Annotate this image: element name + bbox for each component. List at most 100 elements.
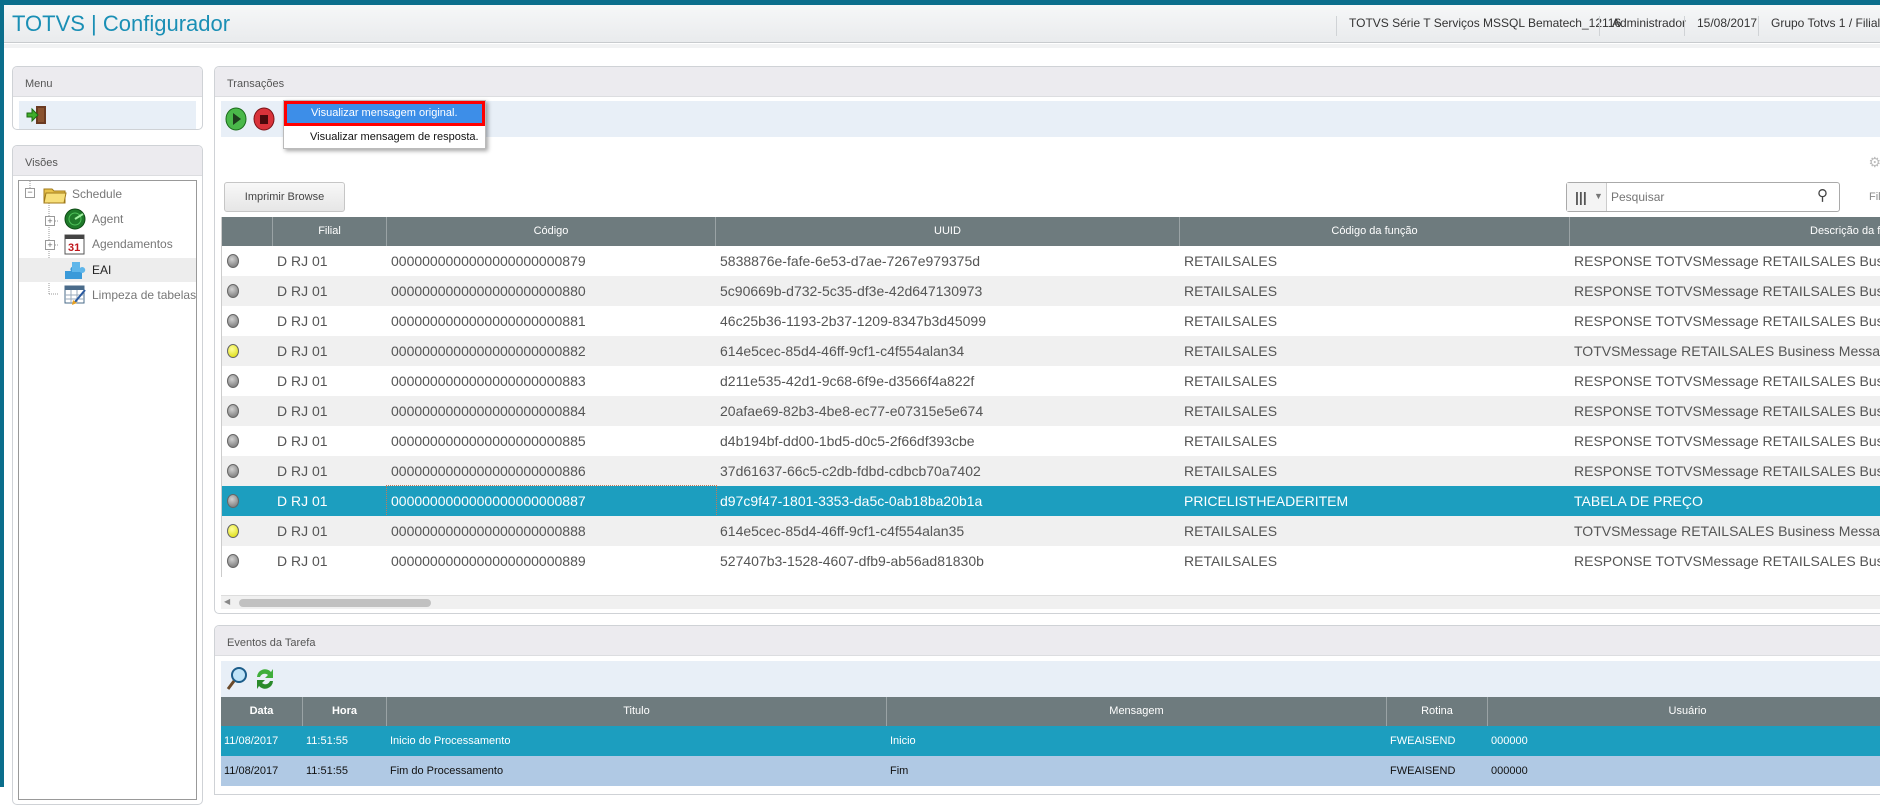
puzzle-icon [65,262,86,279]
transactions-toolbar [221,101,1880,137]
status-yellow-icon [227,344,239,358]
table-row[interactable]: D RJ 01 0000000000000000000000880 5c90669b… [222,276,1880,306]
exit-door-icon[interactable] [25,104,49,126]
cell-rotina: FWEAISEND [1390,765,1456,777]
events-grid: Data Hora Titulo Mensagem Rotina Usuário 11/08… [221,697,1880,794]
cell-filial: D RJ 01 [277,373,328,389]
cell-uuid: d4b194bf-dd00-1bd5-d0c5-2f66df393cbe [720,433,975,449]
column-header[interactable]: Rotina [1387,697,1488,726]
cell-data: 11/08/2017 [224,735,279,747]
column-header[interactable]: Descrição da função [1570,217,1880,246]
cell-descricao: RESPONSE TOTVSMessage RETAILSALES Busine… [1574,283,1880,299]
tree-item-label: EAI [92,263,112,277]
table-row[interactable]: D RJ 01 0000000000000000000000879 5838876e… [222,246,1880,276]
stop-icon [253,107,275,131]
scroll-left-icon[interactable]: ◀ [224,597,231,606]
table-row[interactable]: D RJ 01 0000000000000000000000883 d211e535… [222,366,1880,396]
tree-selection [19,258,196,282]
cell-usuario: 000000 [1491,765,1528,777]
cell-filial: D RJ 01 [277,433,328,449]
collapse-icon[interactable]: − [25,188,35,198]
event-row[interactable]: 11/08/2017 11:51:55 Inicio do Processament… [221,726,1880,756]
play-button[interactable] [224,107,248,131]
cell-descricao: TABELA DE PREÇO [1574,493,1703,509]
menu-item-view-original[interactable]: Visualizar mensagem original. [284,101,485,126]
status-gray-icon [227,404,239,418]
expand-icon[interactable]: + [45,240,55,250]
status-gray-icon [227,284,239,298]
events-toolbar [221,661,1880,697]
scrollbar-thumb[interactable] [239,599,431,607]
cell-hora: 11:51:55 [306,735,349,747]
cell-funcao: PRICELISTHEADERITEM [1184,493,1349,509]
cell-funcao: RETAILSALES [1184,343,1278,359]
column-selector-button[interactable]: ||| ▼ [1567,183,1607,211]
zoom-button[interactable] [225,666,249,692]
columns-icon: ||| [1575,189,1587,205]
events-title: Eventos da Tarefa [215,626,1880,656]
event-row[interactable]: 11/08/2017 11:51:55 Fim do Processamento Fi… [221,756,1880,786]
events-grid-header: Data Hora Titulo Mensagem Rotina Usuário [221,697,1880,726]
cell-uuid: 614e5cec-85d4-46ff-9cf1-c4f554alan34 [720,343,965,359]
status-yellow-icon [227,524,239,538]
svg-text:31: 31 [68,242,80,254]
cell-uuid: 527407b3-1528-4607-dfb9-ab56ad81830b [720,553,984,569]
status-gray-icon [227,554,239,568]
cell-uuid: 20afae69-82b3-4be8-ec77-e07315e5e674 [720,403,984,419]
cell-uuid: 614e5cec-85d4-46ff-9cf1-c4f554alan35 [720,523,965,539]
column-header[interactable]: Filial [273,217,387,246]
cell-filial: D RJ 01 [277,523,328,539]
top-stripe [0,0,1880,5]
stop-button[interactable] [252,107,276,131]
cell-descricao: RESPONSE TOTVSMessage RETAILSALES Busine… [1574,433,1880,449]
expand-icon[interactable]: + [45,216,55,226]
column-header[interactable]: Hora [303,697,387,726]
table-row[interactable]: D RJ 01 0000000000000000000000886 37d61637… [222,456,1880,486]
cell-descricao: TOTVSMessage RETAILSALES Business Messag… [1574,523,1880,539]
table-row[interactable]: D RJ 01 0000000000000000000000882 614e5cec… [222,336,1880,366]
cell-titulo: Fim do Processamento [390,765,504,777]
status-gray-icon [227,374,239,388]
table-row[interactable]: D RJ 01 0000000000000000000000884 20afae69… [222,396,1880,426]
cell-funcao: RETAILSALES [1184,523,1278,539]
filter-label[interactable]: Fil [1869,191,1880,203]
search-icon[interactable]: ⚲ [1817,187,1828,204]
views-tree: − + + Schedule Agent 31 Agendamentos EAI… [18,180,197,800]
table-row[interactable]: D RJ 01 0000000000000000000000881 46c25b36… [222,306,1880,336]
tree-item-label: Schedule [72,187,123,201]
horizontal-scrollbar[interactable]: ◀ [221,595,1880,609]
environment-label: TOTVS Série T Serviços MSSQL Bematech_12… [1336,16,1621,36]
header-divider [4,44,1880,48]
table-row[interactable]: D RJ 01 0000000000000000000000887 d97c9f47… [222,485,1880,517]
table-row[interactable]: D RJ 01 0000000000000000000000885 d4b194bf… [222,426,1880,456]
cell-uuid: 46c25b36-1193-2b37-1209-8347b3d45099 [720,313,986,329]
table-row[interactable]: D RJ 01 0000000000000000000000888 614e5cec… [222,516,1880,546]
refresh-button[interactable] [253,666,277,692]
tree-item-label: Agent [92,212,124,226]
cell-funcao: RETAILSALES [1184,283,1278,299]
menu-item-view-response[interactable]: Visualizar mensagem de resposta. [310,131,479,143]
transactions-panel: Transações ⚙ Imprimir Browse ||| ▼ ⚲ Fil… [214,66,1880,614]
print-browse-button[interactable]: Imprimir Browse [224,182,345,212]
grid-header: Filial Código UUID Código da função Descriçã… [222,217,1880,246]
gear-icon[interactable]: ⚙ [1868,154,1880,170]
cell-funcao: RETAILSALES [1184,553,1278,569]
column-header[interactable]: UUID [716,217,1180,246]
cell-codigo: 0000000000000000000000884 [391,403,586,419]
column-header[interactable]: Titulo [387,697,887,726]
column-header[interactable]: Usuário [1488,697,1880,726]
column-header[interactable]: Código da função [1180,217,1570,246]
column-header[interactable] [222,217,273,246]
cell-data: 11/08/2017 [224,765,279,777]
status-gray-icon [227,314,239,328]
column-header[interactable]: Mensagem [887,697,1387,726]
cell-funcao: RETAILSALES [1184,313,1278,329]
context-menu: Visualizar mensagem original. Visualizar… [283,100,486,149]
search-input[interactable] [1611,187,1801,207]
table-row[interactable]: D RJ 01 0000000000000000000000889 527407b3… [222,546,1880,576]
table-broom-icon [64,285,86,305]
cell-uuid: 37d61637-66c5-c2db-fdbd-cdbcb70a7402 [720,463,981,479]
column-header[interactable]: Data [221,697,303,726]
column-header[interactable]: Código [387,217,716,246]
cell-filial: D RJ 01 [277,463,328,479]
